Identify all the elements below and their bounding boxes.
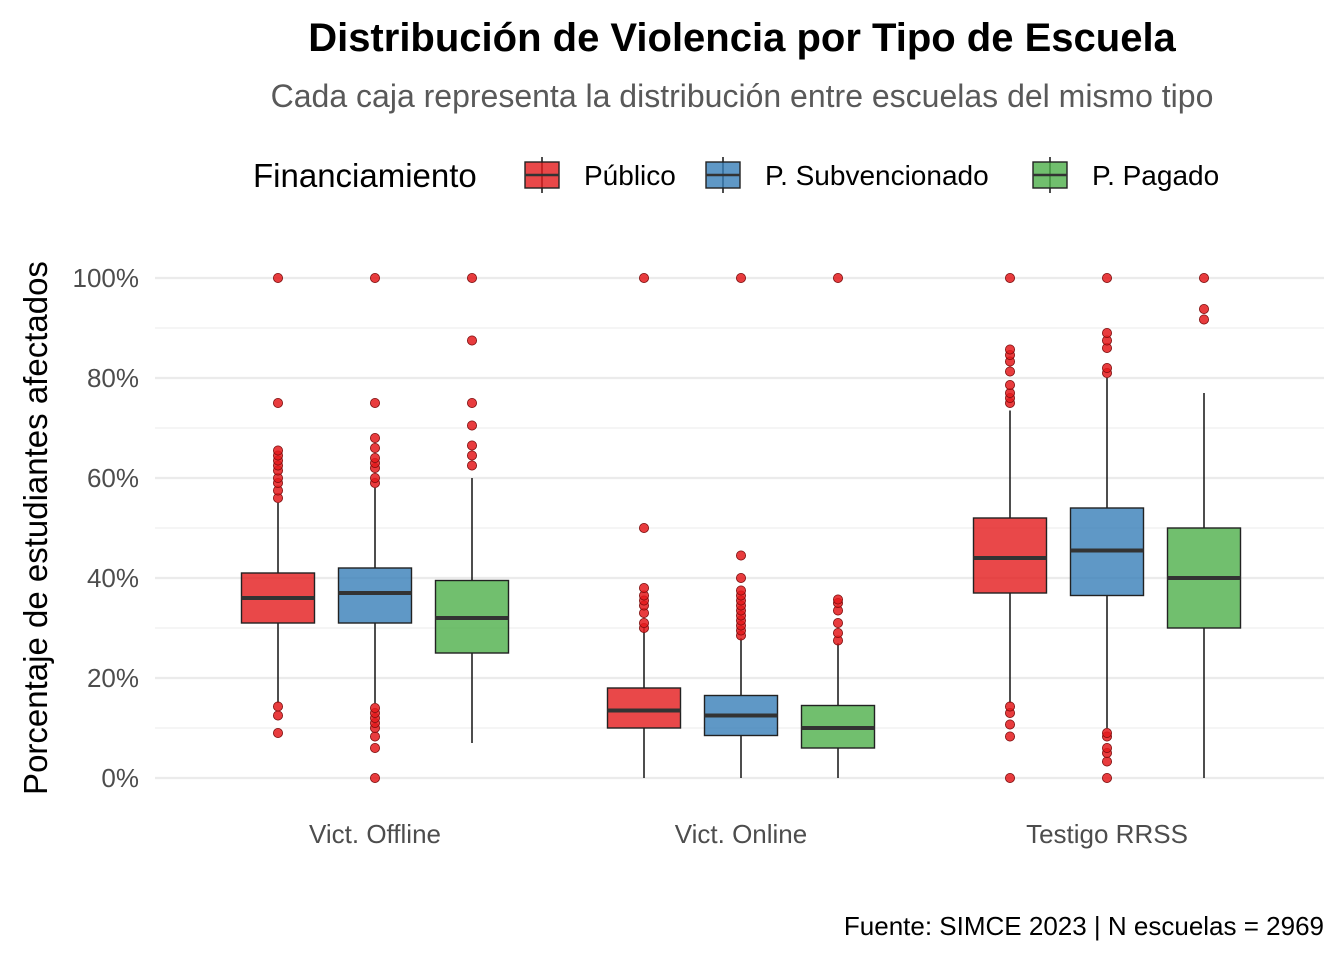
outlier-point: [1005, 379, 1016, 390]
outlier-point: [466, 460, 477, 471]
outlier-point: [1005, 719, 1016, 730]
outlier-point: [369, 773, 380, 784]
outlier-point: [1005, 701, 1016, 712]
outlier-point: [369, 272, 380, 283]
outlier-point: [369, 472, 380, 483]
y-tick-label: 60%: [87, 463, 139, 493]
outlier-point: [833, 618, 844, 629]
outlier-point: [736, 550, 747, 561]
box: [337, 567, 413, 624]
box-group: [337, 272, 413, 784]
chart-subtitle: Cada caja representa la distribución ent…: [271, 78, 1214, 114]
box-group: [1069, 272, 1145, 784]
y-tick-label: 0%: [101, 763, 139, 793]
y-tick-label: 80%: [87, 363, 139, 393]
box-group: [1166, 272, 1242, 778]
outlier-point: [272, 710, 283, 721]
outlier-point: [1005, 731, 1016, 742]
outlier-point: [1005, 272, 1016, 283]
legend-key: [1032, 157, 1068, 193]
outlier-point: [1005, 773, 1016, 784]
chart-title: Distribución de Violencia por Tipo de Es…: [308, 16, 1176, 60]
outlier-point: [369, 731, 380, 742]
outlier-point: [1005, 366, 1016, 377]
box-group: [703, 272, 779, 778]
outlier-point: [639, 272, 650, 283]
x-axis: Vict. Offline Vict. Online Testigo RRSS: [309, 819, 1188, 849]
outlier-point: [1102, 272, 1113, 283]
outlier-point: [272, 397, 283, 408]
chart-caption: Fuente: SIMCE 2023 | N escuelas = 2969: [844, 911, 1324, 941]
outlier-point: [466, 397, 477, 408]
outlier-point: [1102, 728, 1113, 739]
y-axis: 0% 20% 40% 60% 80% 100%: [73, 263, 140, 793]
box: [606, 687, 682, 729]
outlier-point: [833, 628, 844, 639]
box-group: [800, 272, 876, 778]
outlier-point: [833, 594, 844, 605]
legend-label: Público: [584, 160, 676, 191]
y-tick-label: 20%: [87, 663, 139, 693]
outlier-point: [369, 743, 380, 754]
outlier-point: [1102, 327, 1113, 338]
y-axis-title: Porcentaje de estudiantes afectados: [17, 261, 54, 795]
outlier-point: [272, 701, 283, 712]
outlier-point: [1102, 773, 1113, 784]
outlier-point: [272, 445, 283, 456]
outlier-point: [369, 432, 380, 443]
box-group: [606, 272, 682, 778]
x-tick-label: Vict. Online: [675, 819, 807, 849]
legend-label: P. Subvencionado: [765, 160, 989, 191]
outlier-point: [1102, 362, 1113, 373]
outlier-point: [1102, 743, 1113, 754]
y-tick-label: 100%: [73, 263, 140, 293]
outlier-point: [1199, 272, 1210, 283]
outlier-point: [639, 583, 650, 594]
outlier-point: [833, 272, 844, 283]
outlier-point: [1005, 344, 1016, 355]
outlier-point: [369, 703, 380, 714]
outlier-point: [466, 335, 477, 346]
outlier-point: [369, 452, 380, 463]
y-tick-label: 40%: [87, 563, 139, 593]
outlier-point: [369, 397, 380, 408]
outlier-point: [272, 728, 283, 739]
outlier-point: [1199, 303, 1210, 314]
outlier-point: [466, 420, 477, 431]
outlier-point: [736, 272, 747, 283]
legend-key: [524, 157, 560, 193]
outlier-point: [639, 523, 650, 534]
outlier-point: [369, 442, 380, 453]
outlier-point: [639, 618, 650, 629]
box: [972, 517, 1048, 594]
x-tick-label: Vict. Offline: [309, 819, 441, 849]
box-group: [240, 272, 316, 739]
outlier-point: [1102, 756, 1113, 767]
box-group: [434, 272, 510, 743]
outlier-point: [272, 272, 283, 283]
outlier-point: [466, 440, 477, 451]
legend-key: [705, 157, 741, 193]
legend: Financiamiento Público P. Subvencionado P.…: [253, 157, 1219, 194]
outlier-point: [736, 585, 747, 596]
legend-title: Financiamiento: [253, 157, 477, 194]
box-group: [972, 272, 1048, 784]
outlier-point: [1199, 314, 1210, 325]
outlier-point: [466, 450, 477, 461]
outlier-point: [466, 272, 477, 283]
legend-label: P. Pagado: [1092, 160, 1219, 191]
x-tick-label: Testigo RRSS: [1026, 819, 1188, 849]
boxes-layer: [240, 272, 1242, 784]
outlier-point: [736, 573, 747, 584]
